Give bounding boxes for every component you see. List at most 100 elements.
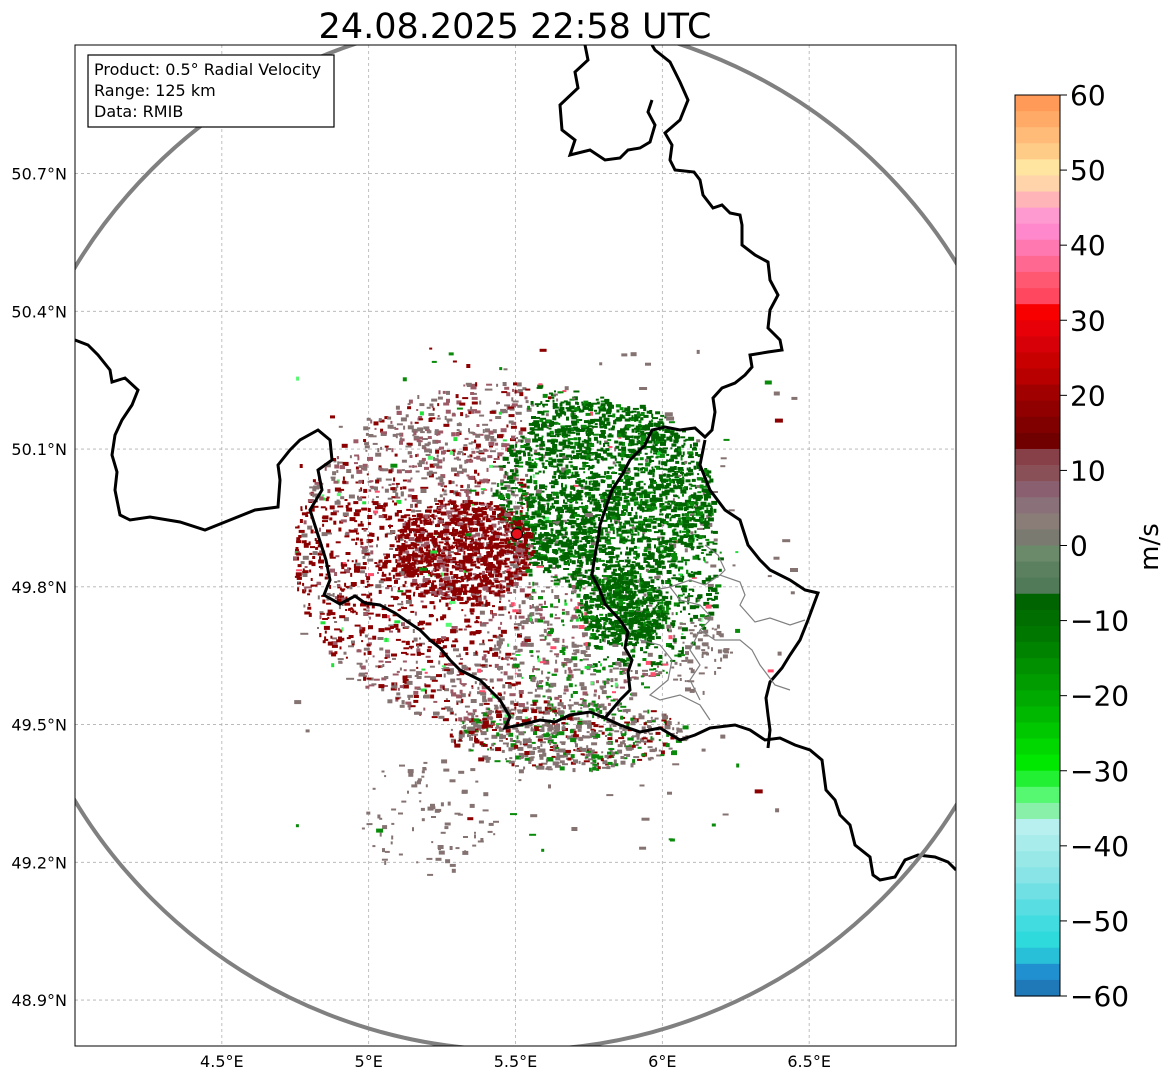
echo-pixel (631, 520, 635, 524)
echo-pixel (507, 503, 510, 508)
echo-pixel (544, 524, 548, 529)
echo-pixel (636, 429, 640, 433)
echo-pixel (417, 645, 420, 649)
echo-pixel (392, 500, 395, 503)
echo-pixel (467, 496, 471, 500)
echo-pixel (538, 518, 542, 522)
echo-pixel (604, 471, 607, 476)
echo-pixel (489, 592, 494, 595)
echo-pixel (445, 698, 448, 701)
echo-pixel (638, 450, 642, 454)
echo-pixel (646, 523, 651, 526)
echo-pixel (518, 615, 525, 619)
echo-pixel (651, 413, 654, 418)
echo-pixel (601, 690, 607, 695)
echo-pixel (512, 515, 515, 520)
echo-pixel (508, 414, 515, 418)
echo-pixel (493, 647, 500, 651)
echo-pixel (570, 464, 574, 468)
echo-pixel (420, 431, 427, 434)
echo-pixel (317, 595, 320, 600)
echo-pixel (556, 495, 559, 499)
echo-pixel (619, 577, 624, 580)
echo-pixel (492, 511, 496, 515)
echo-pixel (366, 606, 370, 609)
echo-pixel (485, 437, 490, 441)
echo-pixel (645, 523, 652, 528)
echo-pixel (418, 561, 424, 565)
echo-pixel (437, 459, 443, 464)
echo-pixel (498, 634, 503, 638)
echo-pixel (697, 511, 704, 516)
echo-pixel (367, 558, 374, 562)
echo-pixel (555, 540, 558, 544)
echo-pixel (553, 481, 559, 486)
echo-pixel (529, 605, 532, 609)
echo-pixel (348, 608, 351, 611)
echo-pixel (652, 487, 656, 490)
echo-pixel (464, 705, 470, 708)
echo-pixel (610, 678, 614, 683)
echo-pixel (564, 531, 568, 536)
echo-pixel (458, 590, 465, 593)
echo-pixel (576, 518, 580, 521)
echo-pixel (494, 651, 499, 655)
echo-pixel (707, 583, 714, 587)
echo-pixel (667, 502, 671, 505)
echo-pixel (348, 494, 355, 499)
echo-pixel (693, 614, 699, 619)
echo-pixel (542, 695, 546, 698)
echo-pixel (324, 466, 327, 471)
echo-pixel (623, 668, 628, 672)
echo-pixel (698, 542, 703, 545)
echo-pixel (599, 475, 606, 478)
echo-pixel (693, 446, 697, 449)
echo-pixel (413, 593, 415, 597)
echo-pixel (690, 571, 693, 574)
echo-pixel (442, 614, 447, 619)
echo-pixel (336, 456, 339, 460)
echo-pixel (636, 619, 641, 623)
echo-pixel (344, 602, 351, 606)
echo-pixel (572, 397, 576, 400)
echo-pixel (560, 519, 567, 524)
echo-pixel (657, 549, 660, 554)
echo-pixel (536, 725, 543, 728)
echo-pixel (665, 671, 668, 674)
echo-pixel (548, 427, 552, 430)
map-panel[interactable] (1, 18, 1033, 1050)
echo-pixel (367, 532, 373, 537)
echo-pixel (375, 613, 381, 617)
echo-pixel (685, 438, 689, 441)
echo-pixel (508, 420, 514, 424)
echo-pixel (557, 510, 560, 515)
echo-pixel (329, 517, 333, 521)
echo-pixel (385, 447, 388, 452)
echo-pixel (365, 432, 369, 436)
echo-pixel (696, 477, 702, 481)
echo-pixel (707, 517, 714, 522)
echo-pixel (413, 431, 417, 436)
echo-pixel (651, 460, 655, 462)
echo-pixel (617, 658, 620, 661)
echo-pixel (705, 538, 710, 541)
echo-pixel (465, 625, 472, 628)
echo-pixel (456, 655, 462, 658)
echo-pixel (575, 492, 582, 496)
echo-pixel (597, 499, 600, 502)
echo-pixel (706, 524, 709, 527)
echo-pixel (674, 654, 679, 657)
echo-pixel (367, 508, 371, 512)
echo-pixel (477, 668, 482, 673)
echo-pixel (556, 454, 559, 458)
echo-pixel (609, 537, 616, 540)
echo-pixel (450, 712, 454, 715)
echo-pixel (391, 448, 394, 453)
echo-pixel (630, 541, 634, 545)
echo-pixel (536, 405, 539, 407)
echo-pixel (436, 417, 441, 420)
echo-pixel (373, 421, 379, 426)
echo-pixel (471, 584, 475, 589)
echo-pixel (532, 499, 536, 504)
echo-pixel (686, 467, 689, 471)
